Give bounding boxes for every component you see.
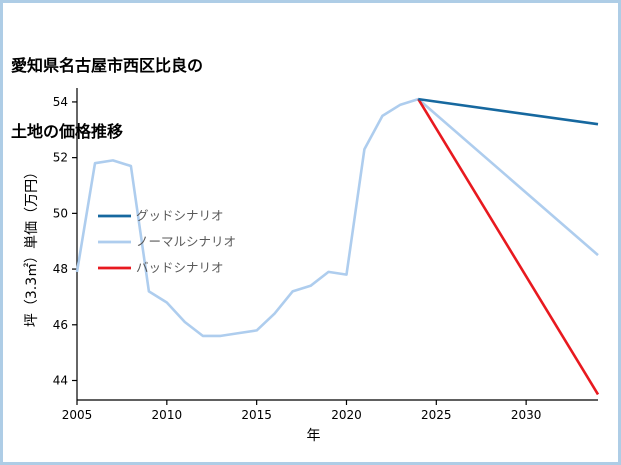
x-tick-label: 2010 — [152, 408, 183, 422]
chart-title: 愛知県名古屋市西区比良の 土地の価格推移 — [11, 11, 203, 187]
chart-title-line2: 土地の価格推移 — [11, 122, 124, 141]
series-line-1 — [75, 97, 599, 338]
y-tick-label: 44 — [53, 374, 68, 388]
y-tick-label: 48 — [53, 262, 68, 276]
y-axis-label: 坪（3.3㎡）単価（万円） — [24, 164, 40, 328]
legend-label-0: グッドシナリオ — [136, 208, 224, 223]
y-tick-label: 52 — [53, 151, 68, 165]
legend-label-1: ノーマルシナリオ — [136, 234, 236, 249]
legend-label-2: バッドシナリオ — [136, 260, 224, 275]
y-tick-label: 54 — [53, 95, 68, 109]
series-line-2 — [417, 98, 600, 396]
x-axis-label: 年 — [306, 428, 321, 444]
x-tick-label: 2025 — [421, 408, 452, 422]
x-tick-label: 2005 — [62, 408, 93, 422]
chart-svg: 2005 2010 2015 2020 2025 2030 44 46 48 50 52 54 グッドシ… — [53, 88, 600, 422]
y-tick-label: 46 — [53, 318, 68, 332]
x-tick-label: 2020 — [331, 408, 362, 422]
chart-title-line1: 愛知県名古屋市西区比良の — [11, 56, 204, 75]
x-tick-label: 2015 — [241, 408, 272, 422]
x-tick-label: 2030 — [511, 408, 542, 422]
series-line-0 — [418, 97, 599, 126]
y-tick-label: 50 — [53, 206, 68, 220]
